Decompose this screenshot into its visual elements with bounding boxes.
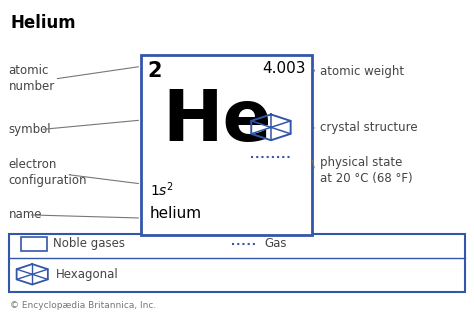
Text: Helium: Helium <box>10 14 76 32</box>
Text: Hexagonal: Hexagonal <box>56 268 118 281</box>
Text: physical state
at 20 °C (68 °F): physical state at 20 °C (68 °F) <box>320 156 413 185</box>
Text: 2: 2 <box>147 61 162 81</box>
Text: 4.003: 4.003 <box>263 61 306 76</box>
Text: Noble gases: Noble gases <box>53 237 125 251</box>
Text: electron
configuration: electron configuration <box>9 158 87 187</box>
Text: atomic
number: atomic number <box>9 64 55 94</box>
Bar <box>21 237 47 251</box>
Text: © Encyclopædia Britannica, Inc.: © Encyclopædia Britannica, Inc. <box>10 301 157 310</box>
Text: atomic weight: atomic weight <box>320 64 404 78</box>
Text: He: He <box>163 87 272 156</box>
Bar <box>9 234 465 292</box>
Text: helium: helium <box>150 206 202 221</box>
Text: crystal structure: crystal structure <box>320 121 418 135</box>
Text: name: name <box>9 208 42 222</box>
Text: Gas: Gas <box>264 237 287 251</box>
Bar <box>141 55 312 235</box>
Text: symbol: symbol <box>9 123 51 136</box>
Text: $1s^2$: $1s^2$ <box>150 180 173 199</box>
